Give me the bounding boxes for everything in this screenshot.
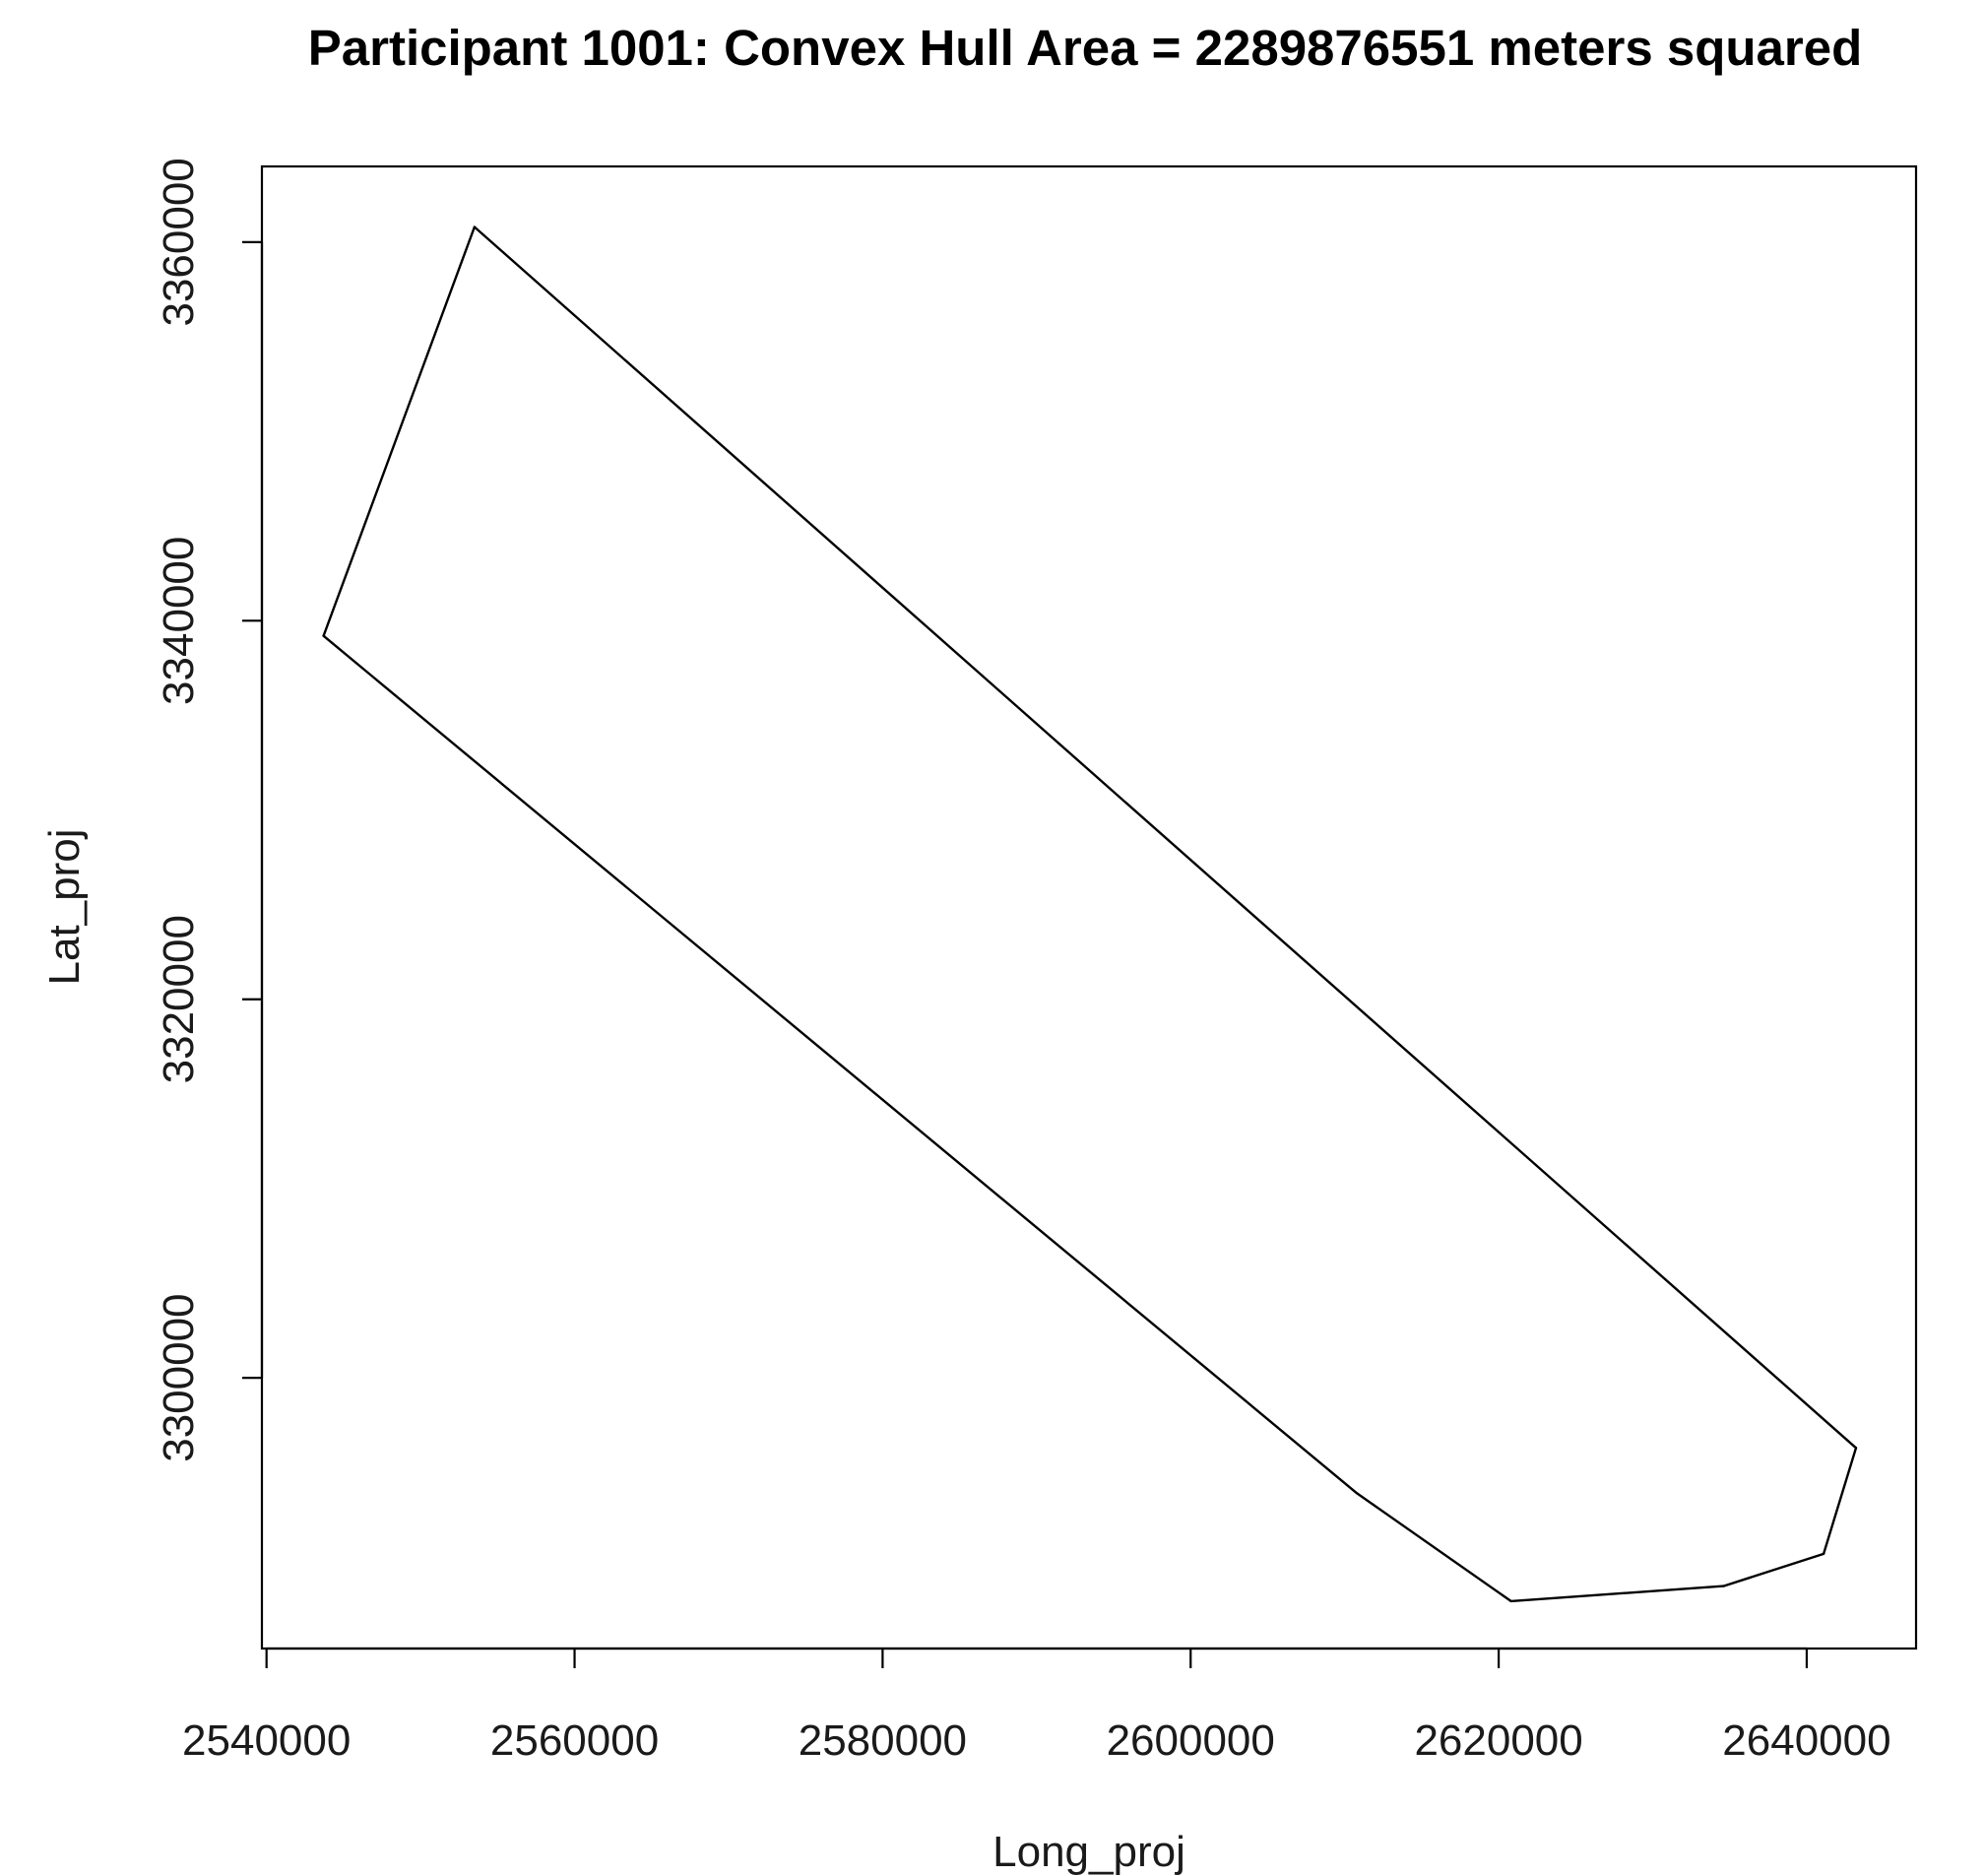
x-tick-label: 2620000 (1414, 1716, 1582, 1765)
y-tick-label: 3340000 (155, 537, 203, 705)
hull-vertex (1722, 1585, 1725, 1587)
plot-frame (260, 164, 1918, 1650)
hull-vertex (1509, 1599, 1512, 1603)
x-tick-label: 2560000 (490, 1716, 659, 1765)
x-tick-label: 2640000 (1722, 1716, 1890, 1765)
y-axis-label: Lat_proj (40, 828, 89, 985)
hull-vertex (473, 226, 477, 228)
y-tick-label: 3360000 (155, 158, 203, 326)
convex-hull-line (322, 226, 1858, 1603)
x-tick-label: 2580000 (799, 1716, 967, 1765)
chart-title: Participant 1001: Convex Hull Area = 228… (308, 20, 1863, 76)
hull-vertex (1854, 1447, 1858, 1450)
x-tick-label: 2600000 (1107, 1716, 1275, 1765)
series-layer (322, 226, 1858, 1603)
x-axis: 2540000 2560000 2580000 2600000 2620000 26400… (182, 1647, 1891, 1765)
y-tick-label: 3320000 (155, 915, 203, 1083)
hull-vertex (1822, 1552, 1825, 1556)
x-axis-label: Long_proj (992, 1828, 1185, 1876)
hull-vertex (322, 634, 325, 637)
y-axis: 3300000 3320000 3340000 3360000 (155, 158, 264, 1462)
y-tick-label: 3300000 (155, 1293, 203, 1461)
x-tick-label: 2540000 (182, 1716, 351, 1765)
hull-vertex (1355, 1492, 1359, 1495)
